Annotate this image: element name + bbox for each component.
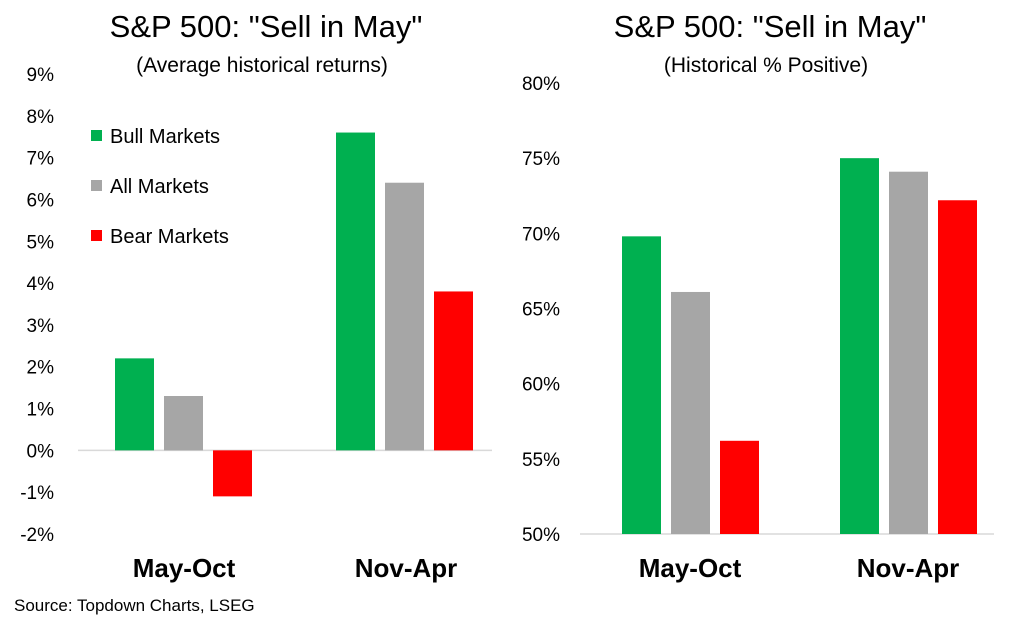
left-y-tick-label: -1% — [20, 483, 54, 504]
left-y-tick-label: -2% — [20, 525, 54, 546]
left-bar-nov-apr-bull — [336, 132, 375, 451]
legend-item-all: All Markets — [91, 176, 209, 198]
left-chart-title: S&P 500: "Sell in May" — [110, 9, 423, 44]
left-y-tick-label: 5% — [27, 232, 55, 253]
left-y-tick-label: 4% — [27, 274, 55, 295]
left-category-label-may-oct: May-Oct — [133, 553, 236, 583]
legend-label-bear: Bear Markets — [110, 226, 229, 248]
right-bar-may-oct-all — [671, 291, 710, 534]
left-y-tick-label: 0% — [27, 441, 55, 462]
source-note: Source: Topdown Charts, LSEG — [14, 596, 255, 615]
right-y-tick-label: 70% — [522, 224, 560, 245]
left-bar-nov-apr-bear — [434, 291, 473, 451]
legend-label-bull: Bull Markets — [110, 126, 220, 148]
right-y-tick-label: 65% — [522, 300, 560, 321]
legend-swatch-bull — [91, 130, 102, 141]
right-y-tick-label: 60% — [522, 375, 560, 396]
right-category-label-may-oct: May-Oct — [639, 553, 742, 583]
right-bar-nov-apr-bull — [840, 158, 879, 534]
left-category-label-nov-apr: Nov-Apr — [355, 553, 458, 583]
right-bar-nov-apr-bear — [938, 200, 977, 534]
right-y-tick-label: 75% — [522, 149, 560, 170]
left-bars — [115, 132, 473, 497]
left-bar-may-oct-all — [164, 396, 203, 451]
legend: Bull Markets All Markets Bear Markets — [91, 126, 229, 248]
legend-item-bear: Bear Markets — [91, 226, 229, 248]
legend-label-all: All Markets — [110, 176, 209, 198]
left-bar-nov-apr-all — [385, 182, 424, 451]
left-y-tick-label: 8% — [27, 107, 55, 128]
left-y-tick-label: 9% — [27, 65, 55, 86]
left-chart-subtitle: (Average historical returns) — [136, 54, 388, 77]
right-chart-title: S&P 500: "Sell in May" — [614, 9, 927, 44]
legend-swatch-all — [91, 180, 102, 191]
left-y-axis-ticks: 9% 8% 7% 6% 5% 4% 3% 2% 1% 0% -1% -2% — [20, 65, 54, 546]
left-y-tick-label: 6% — [27, 190, 55, 211]
charts-canvas: S&P 500: "Sell in May" (Average historic… — [20, 9, 994, 583]
right-category-labels: May-Oct Nov-Apr — [639, 553, 960, 583]
left-y-tick-label: 7% — [27, 149, 55, 170]
right-bar-nov-apr-all — [889, 171, 928, 535]
left-bar-may-oct-bear — [213, 450, 252, 497]
right-bars — [622, 158, 977, 535]
legend-item-bull: Bull Markets — [91, 126, 220, 148]
left-bar-may-oct-bull — [115, 358, 154, 451]
left-y-tick-label: 3% — [27, 316, 55, 337]
left-category-labels: May-Oct Nov-Apr — [133, 553, 458, 583]
right-y-tick-label: 80% — [522, 74, 560, 95]
right-bar-may-oct-bear — [720, 440, 759, 534]
left-chart: S&P 500: "Sell in May" (Average historic… — [20, 9, 492, 583]
right-chart-subtitle: (Historical % Positive) — [664, 54, 868, 77]
legend-swatch-bear — [91, 230, 102, 241]
right-y-axis-ticks: 80% 75% 70% 65% 60% 55% 50% — [522, 74, 560, 546]
right-bar-may-oct-bull — [622, 236, 661, 534]
left-y-tick-label: 1% — [27, 400, 55, 421]
left-y-tick-label: 2% — [27, 358, 55, 379]
right-chart: S&P 500: "Sell in May" (Historical % Pos… — [522, 9, 994, 583]
right-category-label-nov-apr: Nov-Apr — [857, 553, 960, 583]
right-y-tick-label: 50% — [522, 525, 560, 546]
right-y-tick-label: 55% — [522, 450, 560, 471]
